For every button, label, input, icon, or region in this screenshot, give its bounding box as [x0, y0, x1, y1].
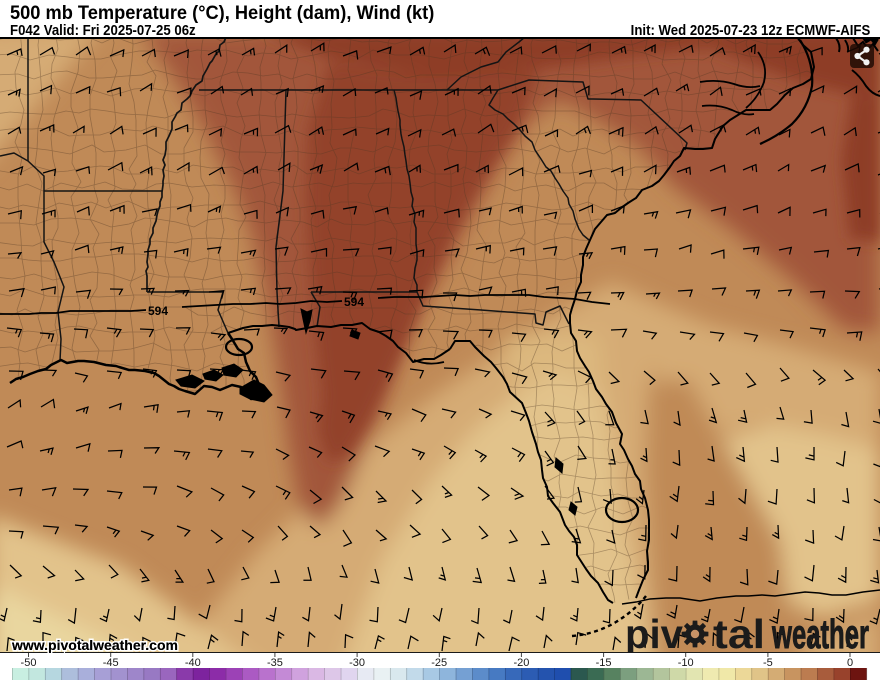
- svg-text:594: 594: [148, 304, 168, 318]
- svg-text:0: 0: [847, 657, 853, 669]
- svg-text:594: 594: [344, 295, 364, 309]
- svg-text:-50: -50: [21, 657, 37, 669]
- svg-text:www.pivotalweather.com: www.pivotalweather.com: [11, 637, 178, 653]
- svg-text:-25: -25: [431, 657, 447, 669]
- svg-text:-20: -20: [513, 657, 529, 669]
- svg-text:weather: weather: [771, 611, 869, 653]
- svg-text:-40: -40: [185, 657, 201, 669]
- svg-text:-5: -5: [763, 657, 773, 669]
- svg-text:tal: tal: [713, 611, 765, 653]
- svg-text:-10: -10: [678, 657, 694, 669]
- svg-text:www.pivotalweather.com: www.pivotalweather.com: [11, 637, 178, 653]
- svg-text:-35: -35: [267, 657, 283, 669]
- svg-text:-30: -30: [349, 657, 365, 669]
- svg-text:piv: piv: [625, 611, 683, 653]
- svg-text:-45: -45: [103, 657, 119, 669]
- svg-text:-15: -15: [596, 657, 612, 669]
